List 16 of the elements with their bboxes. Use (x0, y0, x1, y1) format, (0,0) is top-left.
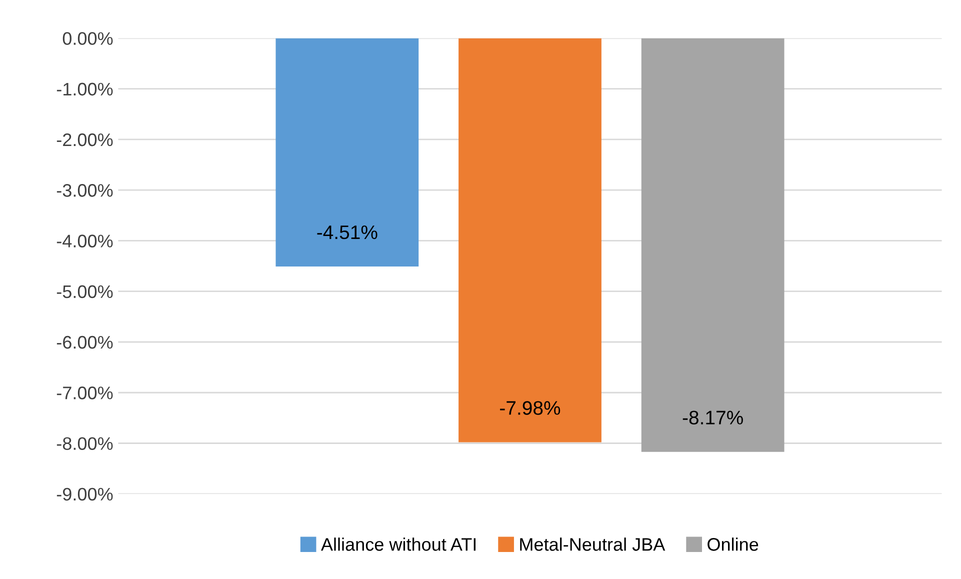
y-tick-label: -3.00% (56, 184, 113, 197)
legend-label: Alliance without ATI (320, 538, 476, 551)
y-tick-label: 0.00% (62, 32, 113, 45)
y-tick-label: -7.00% (56, 386, 113, 400)
data-label: -7.98% (500, 401, 560, 415)
y-tick-label: -1.00% (56, 82, 113, 96)
y-tick-label: -5.00% (56, 285, 113, 298)
legend-label: Online (708, 538, 758, 551)
y-tick-label: -6.00% (56, 336, 113, 349)
y-tick-label: -9.00% (56, 488, 113, 501)
legend-label: Metal-Neutral JBA (520, 538, 666, 551)
y-tick-label: -8.00% (56, 437, 113, 450)
data-label: -4.51% (317, 225, 378, 240)
y-tick-label: -2.00% (56, 133, 113, 146)
y-tick-label: -4.00% (56, 234, 113, 248)
data-label: -8.17% (682, 410, 743, 424)
